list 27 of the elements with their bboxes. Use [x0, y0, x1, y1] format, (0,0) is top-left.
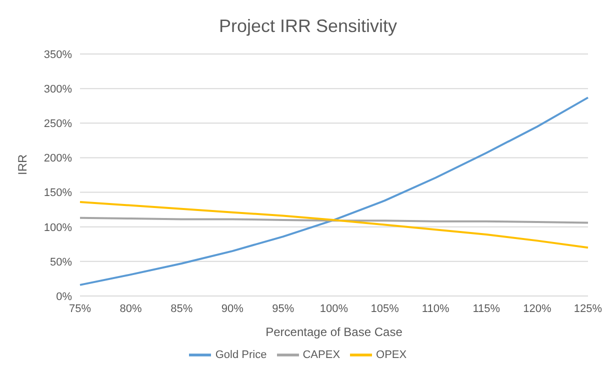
- x-tick-label: 100%: [320, 302, 348, 315]
- y-tick-label: 50%: [50, 256, 72, 268]
- x-tick-label: 115%: [472, 302, 500, 315]
- x-tick-label: 80%: [120, 302, 142, 315]
- x-tick-label: 120%: [523, 302, 552, 315]
- y-tick-label: 0%: [56, 290, 72, 303]
- x-tick-label: 85%: [170, 302, 193, 315]
- x-tick-label: 90%: [221, 302, 244, 315]
- x-tick-label: 75%: [68, 302, 92, 315]
- legend-label: CAPEX: [302, 348, 340, 361]
- legend-label: OPEX: [376, 348, 407, 361]
- x-tick-label: 95%: [272, 302, 294, 315]
- x-tick-label: 105%: [370, 302, 400, 315]
- y-tick-label: 100%: [44, 222, 72, 234]
- y-tick-label: 300%: [44, 83, 72, 96]
- y-tick-label: 350%: [44, 48, 72, 61]
- y-axis-title: IRR: [15, 154, 30, 175]
- x-axis-title: Percentage of Base Case: [266, 325, 403, 339]
- line-series: [79, 96, 589, 286]
- chart-title: Project IRR Sensitivity: [218, 15, 398, 38]
- x-tick-label: 125%: [574, 302, 602, 315]
- x-tick-label: 110%: [422, 302, 450, 315]
- y-tick-label: 250%: [44, 118, 72, 130]
- y-tick-label: 200%: [44, 152, 72, 165]
- y-tick-label: 150%: [44, 187, 72, 200]
- line-series: [79, 200, 589, 249]
- legend-label: Gold Price: [215, 348, 267, 361]
